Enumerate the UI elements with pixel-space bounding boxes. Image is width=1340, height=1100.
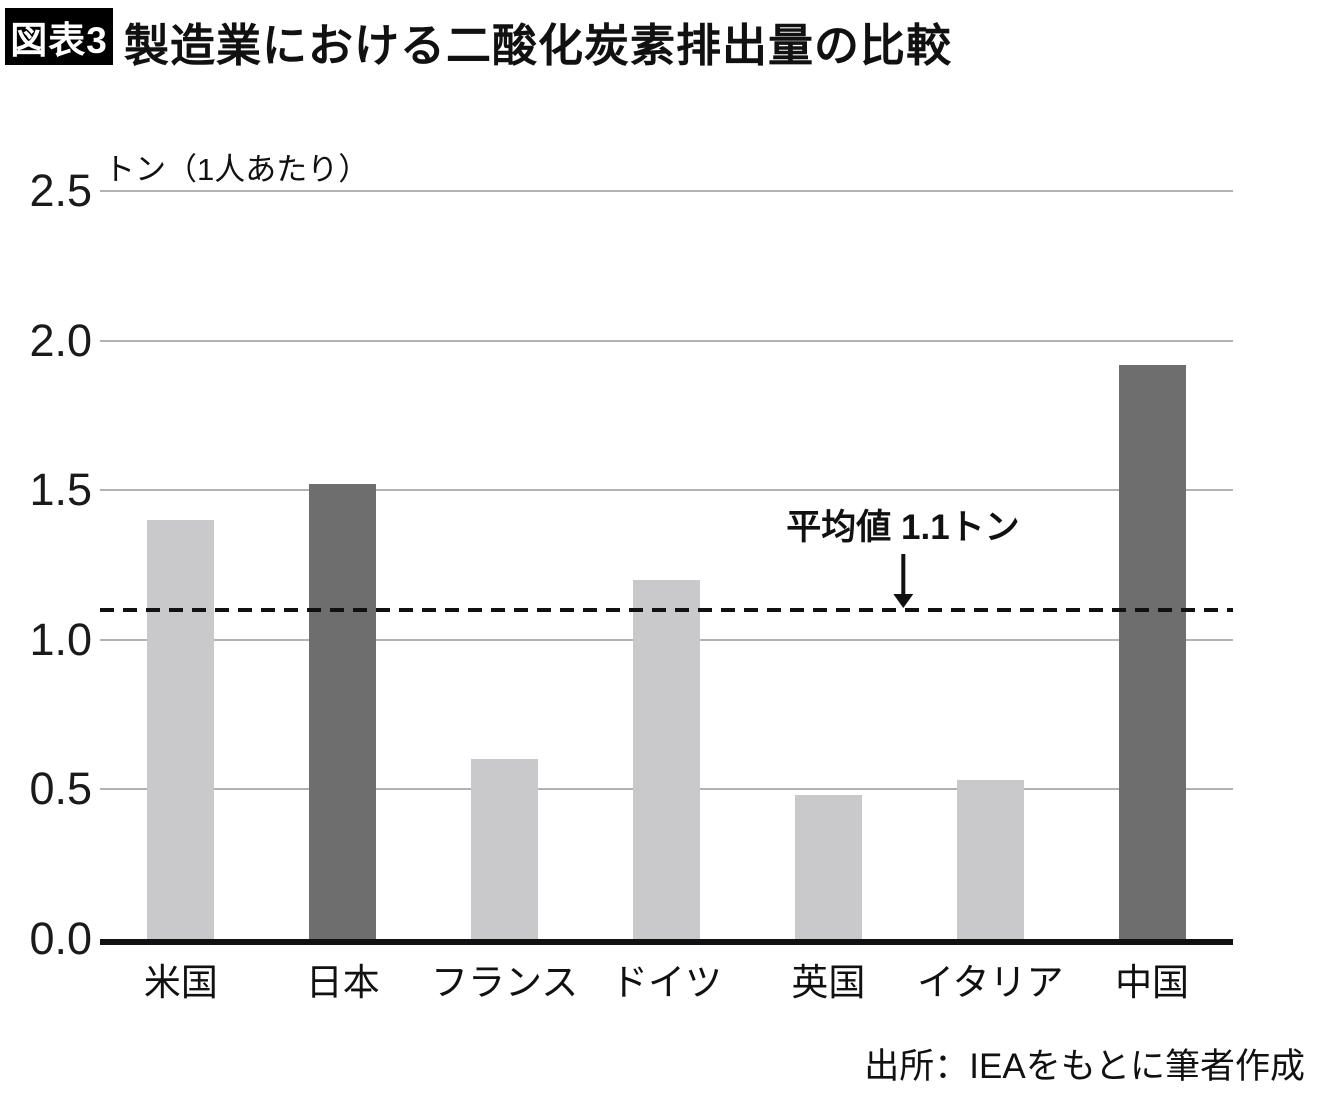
x-axis-label-4: ドイツ — [611, 962, 722, 1003]
gridline-2 — [100, 339, 1233, 342]
chart-title: 製造業における二酸化炭素排出量の比較 — [124, 20, 953, 71]
x-axis-label-6: イタリア — [916, 962, 1064, 1003]
arrow-stem — [900, 554, 905, 596]
y-tick-label-0.5: 0.5 — [29, 763, 92, 815]
bar-1 — [147, 520, 215, 939]
y-tick-label-1.0: 1.0 — [29, 613, 92, 665]
plot-area: 平均値 1.1トン — [100, 190, 1233, 945]
figure-badge: 図表3 — [5, 8, 113, 65]
average-annotation-label: 平均値 1.1トン — [786, 508, 1020, 547]
gridline-1.5 — [100, 489, 1233, 492]
bar-2 — [309, 484, 377, 939]
y-tick-label-2.5: 2.5 — [29, 165, 92, 216]
bar-6 — [956, 780, 1024, 939]
average-annotation: 平均値 1.1トン — [786, 499, 1020, 612]
x-axis-label-1: 米国 — [143, 962, 218, 1003]
arrow-head — [892, 594, 913, 608]
gridline-2.5 — [100, 190, 1233, 192]
y-tick-label-2.0: 2.0 — [29, 314, 92, 366]
y-tick-label-1.5: 1.5 — [29, 464, 92, 516]
y-axis-unit-label: トン（1人あたり） — [104, 152, 370, 187]
x-axis-label-2: 日本 — [305, 962, 380, 1003]
arrow-down-icon — [786, 550, 1019, 612]
average-line — [100, 607, 1233, 612]
x-axis-label-5: 英国 — [791, 962, 866, 1003]
bar-7 — [1118, 364, 1186, 939]
figure-header: 図表3 製造業における二酸化炭素排出量の比較 — [0, 0, 1340, 80]
bar-4 — [633, 579, 700, 939]
bar-5 — [794, 795, 862, 939]
source-note: 出所：IEAをもとに筆者作成 — [864, 1047, 1305, 1086]
bar-3 — [471, 759, 539, 939]
y-tick-label-0.0: 0.0 — [29, 913, 92, 964]
x-axis-label-3: フランス — [431, 962, 579, 1003]
x-axis-label-7: 中国 — [1115, 962, 1190, 1003]
